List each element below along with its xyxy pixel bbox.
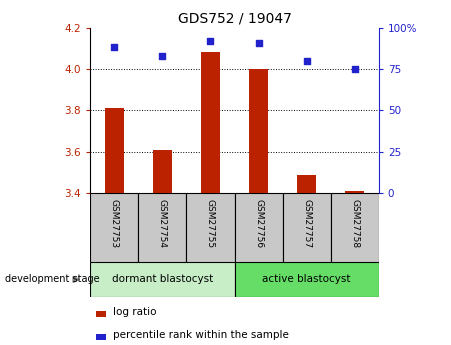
- Point: [303, 58, 310, 63]
- Bar: [283, 193, 331, 262]
- Title: GDS752 / 19047: GDS752 / 19047: [178, 11, 291, 25]
- Bar: [331, 193, 379, 262]
- Text: GSM27757: GSM27757: [302, 199, 311, 248]
- Text: percentile rank within the sample: percentile rank within the sample: [113, 331, 289, 340]
- Bar: [96, 310, 106, 317]
- Bar: [201, 52, 220, 193]
- Point: [255, 40, 262, 45]
- Bar: [235, 262, 379, 297]
- Point: [110, 45, 118, 50]
- Bar: [96, 334, 106, 340]
- Text: GSM27756: GSM27756: [254, 199, 263, 248]
- Bar: [186, 193, 235, 262]
- Bar: [90, 193, 138, 262]
- Text: GSM27753: GSM27753: [110, 199, 119, 248]
- Point: [159, 53, 166, 59]
- Bar: [90, 262, 235, 297]
- Bar: [138, 193, 186, 262]
- Text: log ratio: log ratio: [113, 307, 157, 317]
- Text: GSM27755: GSM27755: [206, 199, 215, 248]
- Text: dormant blastocyst: dormant blastocyst: [112, 275, 213, 284]
- Text: development stage: development stage: [5, 275, 99, 284]
- Bar: [345, 191, 364, 193]
- Point: [207, 38, 214, 43]
- Bar: [105, 108, 124, 193]
- Bar: [153, 150, 172, 193]
- Bar: [297, 175, 316, 193]
- Point: [351, 66, 359, 72]
- Text: active blastocyst: active blastocyst: [262, 275, 351, 284]
- Text: GSM27754: GSM27754: [158, 199, 167, 248]
- Text: GSM27758: GSM27758: [350, 199, 359, 248]
- Bar: [235, 193, 283, 262]
- Bar: [249, 69, 268, 193]
